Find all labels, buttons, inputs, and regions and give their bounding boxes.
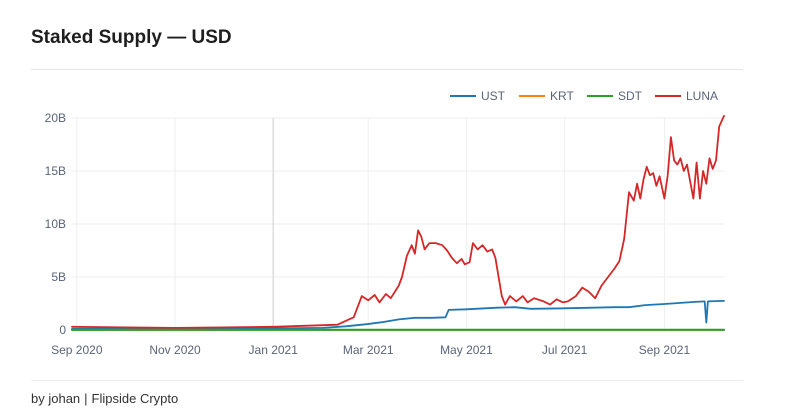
legend-label-luna: LUNA: [686, 89, 718, 103]
footer-author: by johan: [31, 391, 81, 406]
x-tick-label: May 2021: [440, 343, 493, 357]
footer-source[interactable]: Flipside Crypto: [91, 391, 179, 406]
x-tick-label: Jul 2021: [542, 343, 588, 357]
y-tick-label: 10B: [45, 217, 66, 231]
chart-title: Staked Supply — USD: [31, 27, 232, 48]
series-line-ust: [71, 300, 725, 330]
x-tick-label: Mar 2021: [343, 343, 394, 357]
x-tick-label: Nov 2020: [149, 343, 201, 357]
footer-separator: |: [84, 391, 88, 406]
legend-label-ust: UST: [481, 89, 506, 103]
legend-label-sdt: SDT: [618, 89, 643, 103]
chart-legend: UST KRT SDT LUNA: [450, 89, 718, 103]
axis-ticks: 0 5B 10B 15B 20B Sep 2020 Nov 2020 Jan 2021 Mar …: [45, 111, 691, 357]
legend-label-krt: KRT: [550, 89, 574, 103]
y-tick-label: 15B: [45, 164, 66, 178]
x-tick-label: Sep 2021: [639, 343, 691, 357]
y-tick-label: 0: [59, 323, 66, 337]
series-lines: [70, 115, 726, 331]
y-tick-label: 20B: [45, 111, 66, 125]
x-tick-label: Jan 2021: [249, 343, 299, 357]
footer-divider: [31, 380, 743, 381]
title-divider: [31, 69, 743, 70]
footer: by johan | Flipside Crypto: [31, 391, 178, 406]
x-tick-label: Sep 2020: [51, 343, 103, 357]
y-tick-label: 5B: [51, 270, 66, 284]
series-line-luna: [71, 115, 725, 329]
